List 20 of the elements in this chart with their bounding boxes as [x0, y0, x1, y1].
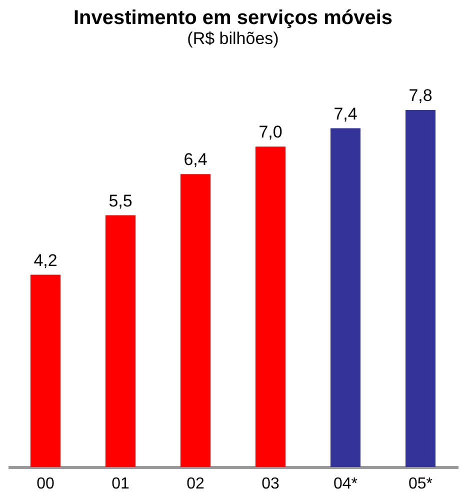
data-label: 4,2 — [34, 250, 58, 270]
bar — [30, 274, 60, 467]
data-label: 7,4 — [334, 104, 358, 124]
bar — [180, 174, 210, 467]
x-tick-label: 03 — [262, 476, 280, 492]
x-tick-label: 00 — [36, 476, 54, 492]
chart-title: Investimento em serviços móveis — [73, 7, 393, 29]
data-label: 7,0 — [258, 122, 282, 142]
data-label: 5,5 — [108, 191, 132, 210]
bar — [406, 110, 436, 467]
x-tick-label: 04* — [333, 476, 358, 492]
bar — [106, 215, 136, 467]
x-tick-label: 02 — [186, 476, 204, 492]
x-tick-label: 05* — [408, 476, 433, 492]
data-label: 7,8 — [408, 86, 432, 105]
bar — [330, 128, 360, 467]
x-tick-label: 01 — [112, 476, 130, 492]
bar — [256, 146, 286, 467]
data-label: 6,4 — [184, 150, 208, 170]
chart-subtitle: (R$ bilhões) — [187, 29, 279, 48]
